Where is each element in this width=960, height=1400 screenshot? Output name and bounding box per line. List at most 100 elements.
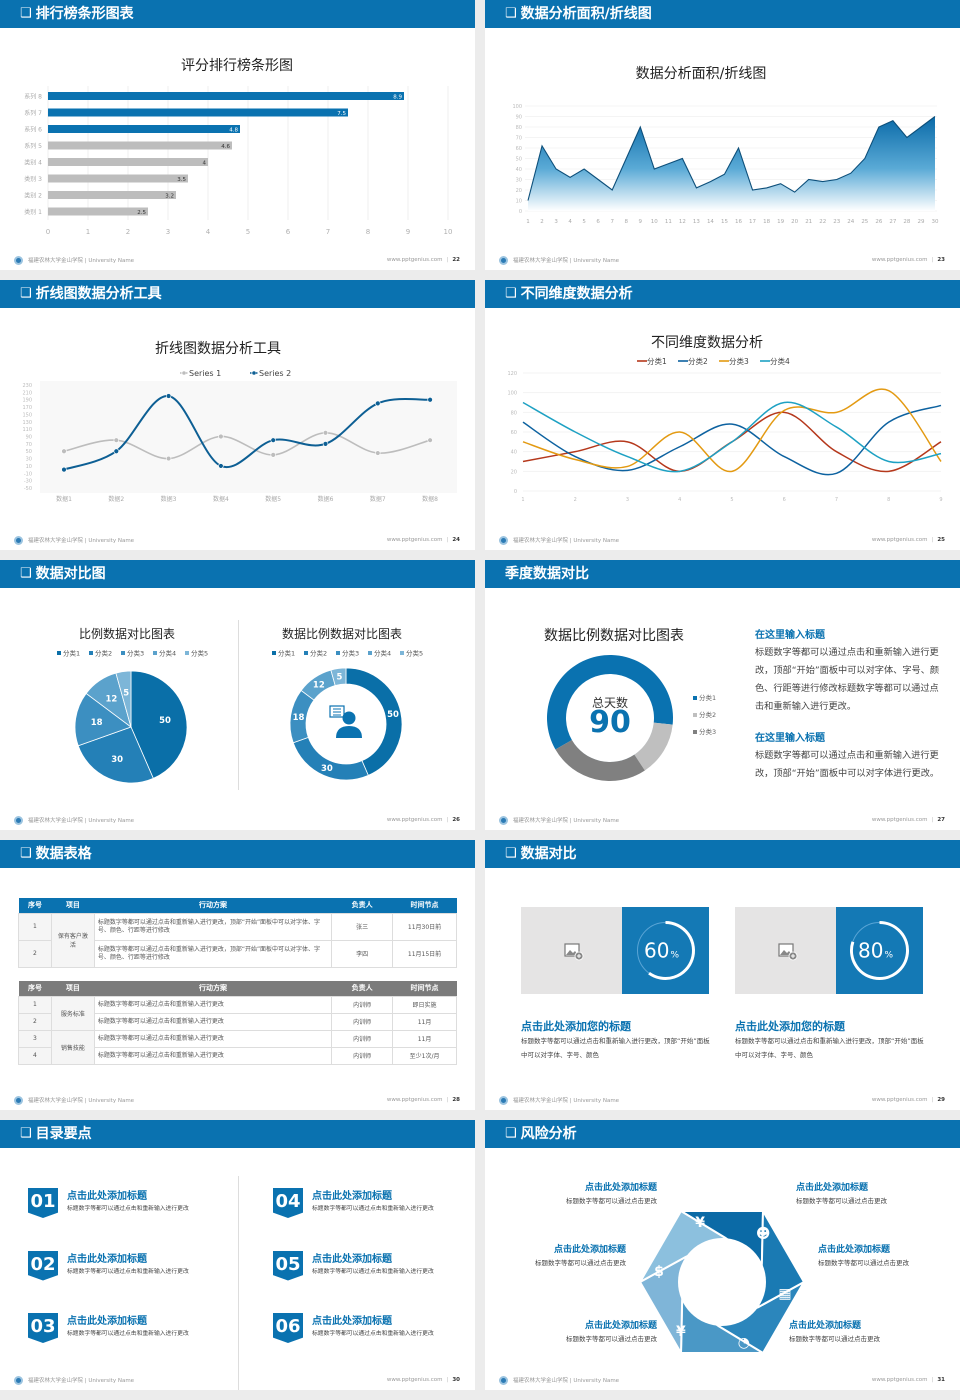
slide-header-title: 数据表格 [35, 846, 92, 862]
item-title[interactable]: 点击此处添加标题 [67, 1253, 147, 1265]
slide-header-title: 季度数据对比 [505, 566, 589, 582]
data-point [322, 441, 329, 447]
cell-time: 11月30日前 [392, 912, 457, 941]
cell-group: 保有客户激活 [50, 912, 95, 968]
item-title[interactable]: 点击此处添加标题 [312, 1316, 392, 1327]
donut-chart: 分类1 分类2 分类3 [547, 655, 716, 781]
bar [48, 158, 208, 166]
cell-no: 4 [18, 1046, 52, 1065]
x-tick-label: 8 [624, 219, 628, 225]
x-tick-label: 数据8 [422, 495, 438, 503]
cell-plan: 标题数字等都可以通过点击和重新输入进行更改，顶部“开始”面板中可以对字体、字号、… [93, 939, 333, 968]
cell-owner: 内训师 [331, 1012, 394, 1031]
pie-slice [345, 667, 403, 776]
column-header: 序号 [18, 898, 52, 913]
action-table-1: 序号 项目 行动方案 负责人 时间节点 1 保有客户激活 标题数字等都可以通过点击和重新… [18, 898, 457, 968]
legend-label: 分类5 [406, 649, 423, 658]
x-tick-label: 9 [939, 497, 942, 503]
risk-title[interactable]: 点击此处添加标题 [796, 1183, 869, 1193]
risk-title[interactable]: 点击此处添加标题 [818, 1245, 891, 1255]
y-tick-label: 70 [516, 136, 522, 142]
footer-site: www.pptgenius.com [386, 537, 443, 543]
footer-right: www.pptgenius.com24 [387, 537, 460, 543]
item-text: 标题数字等都可以通过点击和重新输入进行更改 [312, 1268, 434, 1275]
x-tick-label: 7 [835, 497, 838, 503]
x-tick-label: 6 [286, 228, 291, 236]
risk-text: 标题数字等都可以通过点击更改 [796, 1197, 887, 1205]
footer-site: www.pptgenius.com [386, 257, 443, 263]
item-text: 标题数字等都可以通过点击和重新输入进行更改 [312, 1206, 434, 1212]
x-tick-label: 4 [678, 497, 681, 503]
users-icon: ☻ [756, 1226, 771, 1242]
footer-right: www.pptgenius.com31 [872, 1377, 945, 1383]
y-tick-label: 100 [512, 104, 522, 110]
hand-money-icon: ¥ [676, 1324, 686, 1340]
block-heading: 在这里输入标题 [755, 733, 825, 744]
column-header: 负责人 [331, 981, 393, 996]
pie-chart-icon: ◔ [738, 1335, 750, 1351]
donut-title: 数据比例数据对比图表 [281, 627, 403, 641]
footer-right: www.pptgenius.com29 [872, 1097, 945, 1103]
square-bullet-icon: ❑ [20, 6, 32, 21]
slide-header-title: 风险分析 [520, 1126, 577, 1142]
y-tick-label: 190 [22, 398, 32, 404]
footer: 福建农林大学金山学院 | University Name www.pptgeniu… [14, 1094, 460, 1106]
category-label: 系列 7 [24, 109, 42, 117]
risk-title[interactable]: 点击此处添加标题 [789, 1321, 862, 1331]
x-tick-label: 16 [735, 219, 742, 225]
x-tick-label: 0 [46, 228, 50, 236]
block-text: 标题数字等都可以通过点击和重新输入进行更改，顶部“开始”面板中可以对字体、字号、… [755, 647, 940, 712]
data-point [270, 437, 276, 443]
item-title[interactable]: 点击此处添加标题 [312, 1191, 392, 1202]
cell-group: 服务标准 [50, 995, 95, 1031]
x-tick-label: 10 [444, 228, 453, 236]
area-line [527, 116, 936, 201]
number-badge: 02 [28, 1250, 58, 1281]
pie-slice [115, 670, 132, 728]
cell-time: 11月15日前 [392, 939, 457, 968]
item-text: 标题数字等都可以通过点击和重新输入进行更改 [67, 1206, 189, 1212]
slide-multi-dimension: ❑ 不同维度数据分析 不同维度数据分析 0 20 40 60 80 100 120 1 2 3 4 5 6… [485, 280, 960, 550]
y-tick-label: 80 [511, 410, 517, 416]
data-point [270, 452, 276, 458]
table-row: 2 标题数字等都可以通过点击和重新输入进行更改，顶部“开始”面板中可以对字体、字… [18, 939, 457, 968]
x-tick-label: 8 [366, 228, 370, 236]
data-point [61, 448, 67, 454]
chart-title: 评分排行榜条形图 [181, 58, 293, 74]
footer-right: www.pptgenius.com25 [872, 537, 945, 543]
pie-title: 比例数据对比图表 [78, 627, 176, 641]
slide-area-chart: ❑ 数据分析面积/折线图 数据分析面积/折线图 0 10 20 30 40 50 60 70 80… [485, 0, 960, 270]
percent-value: 80 [858, 939, 883, 963]
number-badge: 04 [273, 1188, 303, 1218]
x-tick-label: 6 [783, 497, 786, 503]
x-tick-label: 4 [206, 228, 211, 236]
risk-title[interactable]: 点击此处添加标题 [584, 1183, 657, 1193]
risk-title[interactable]: 点击此处添加标题 [584, 1321, 657, 1331]
item-title[interactable]: 点击此处添加标题 [67, 1191, 147, 1202]
footer-school: 福建农林大学金山学院 | University Name [513, 818, 620, 824]
table-header-row: 序号 项目 行动方案 负责人 时间节点 [18, 898, 457, 913]
cell-time: 11月 [392, 1012, 457, 1031]
x-tick-label: 10 [651, 219, 658, 225]
item-title[interactable]: 点击此处添加标题 [312, 1253, 392, 1265]
bar [48, 207, 148, 216]
risk-title[interactable]: 点击此处添加标题 [553, 1245, 626, 1255]
number-badge: 06 [273, 1313, 303, 1343]
x-tick-label: 24 [847, 219, 854, 225]
item-title[interactable]: 点击此处添加标题 [67, 1316, 147, 1327]
y-tick-label: 40 [516, 167, 522, 173]
column-header: 项目 [51, 898, 95, 913]
cell-no: 3 [18, 1029, 52, 1048]
footer-school: 福建农林大学金山学院 | University Name [28, 1098, 135, 1104]
slide-header-title: 数据对比 [520, 846, 577, 862]
square-bullet-icon: ❑ [505, 6, 517, 21]
divider [238, 1176, 239, 1390]
legend-swatch [304, 651, 308, 655]
column-header: 项目 [51, 981, 95, 996]
square-bullet-icon: ❑ [505, 286, 517, 301]
legend-label: 分类3 [729, 356, 749, 366]
bar [48, 174, 188, 183]
hexagon-segment [757, 1209, 805, 1309]
plus [577, 954, 581, 958]
footer-school: 福建农林大学金山学院 | University Name [513, 538, 620, 544]
